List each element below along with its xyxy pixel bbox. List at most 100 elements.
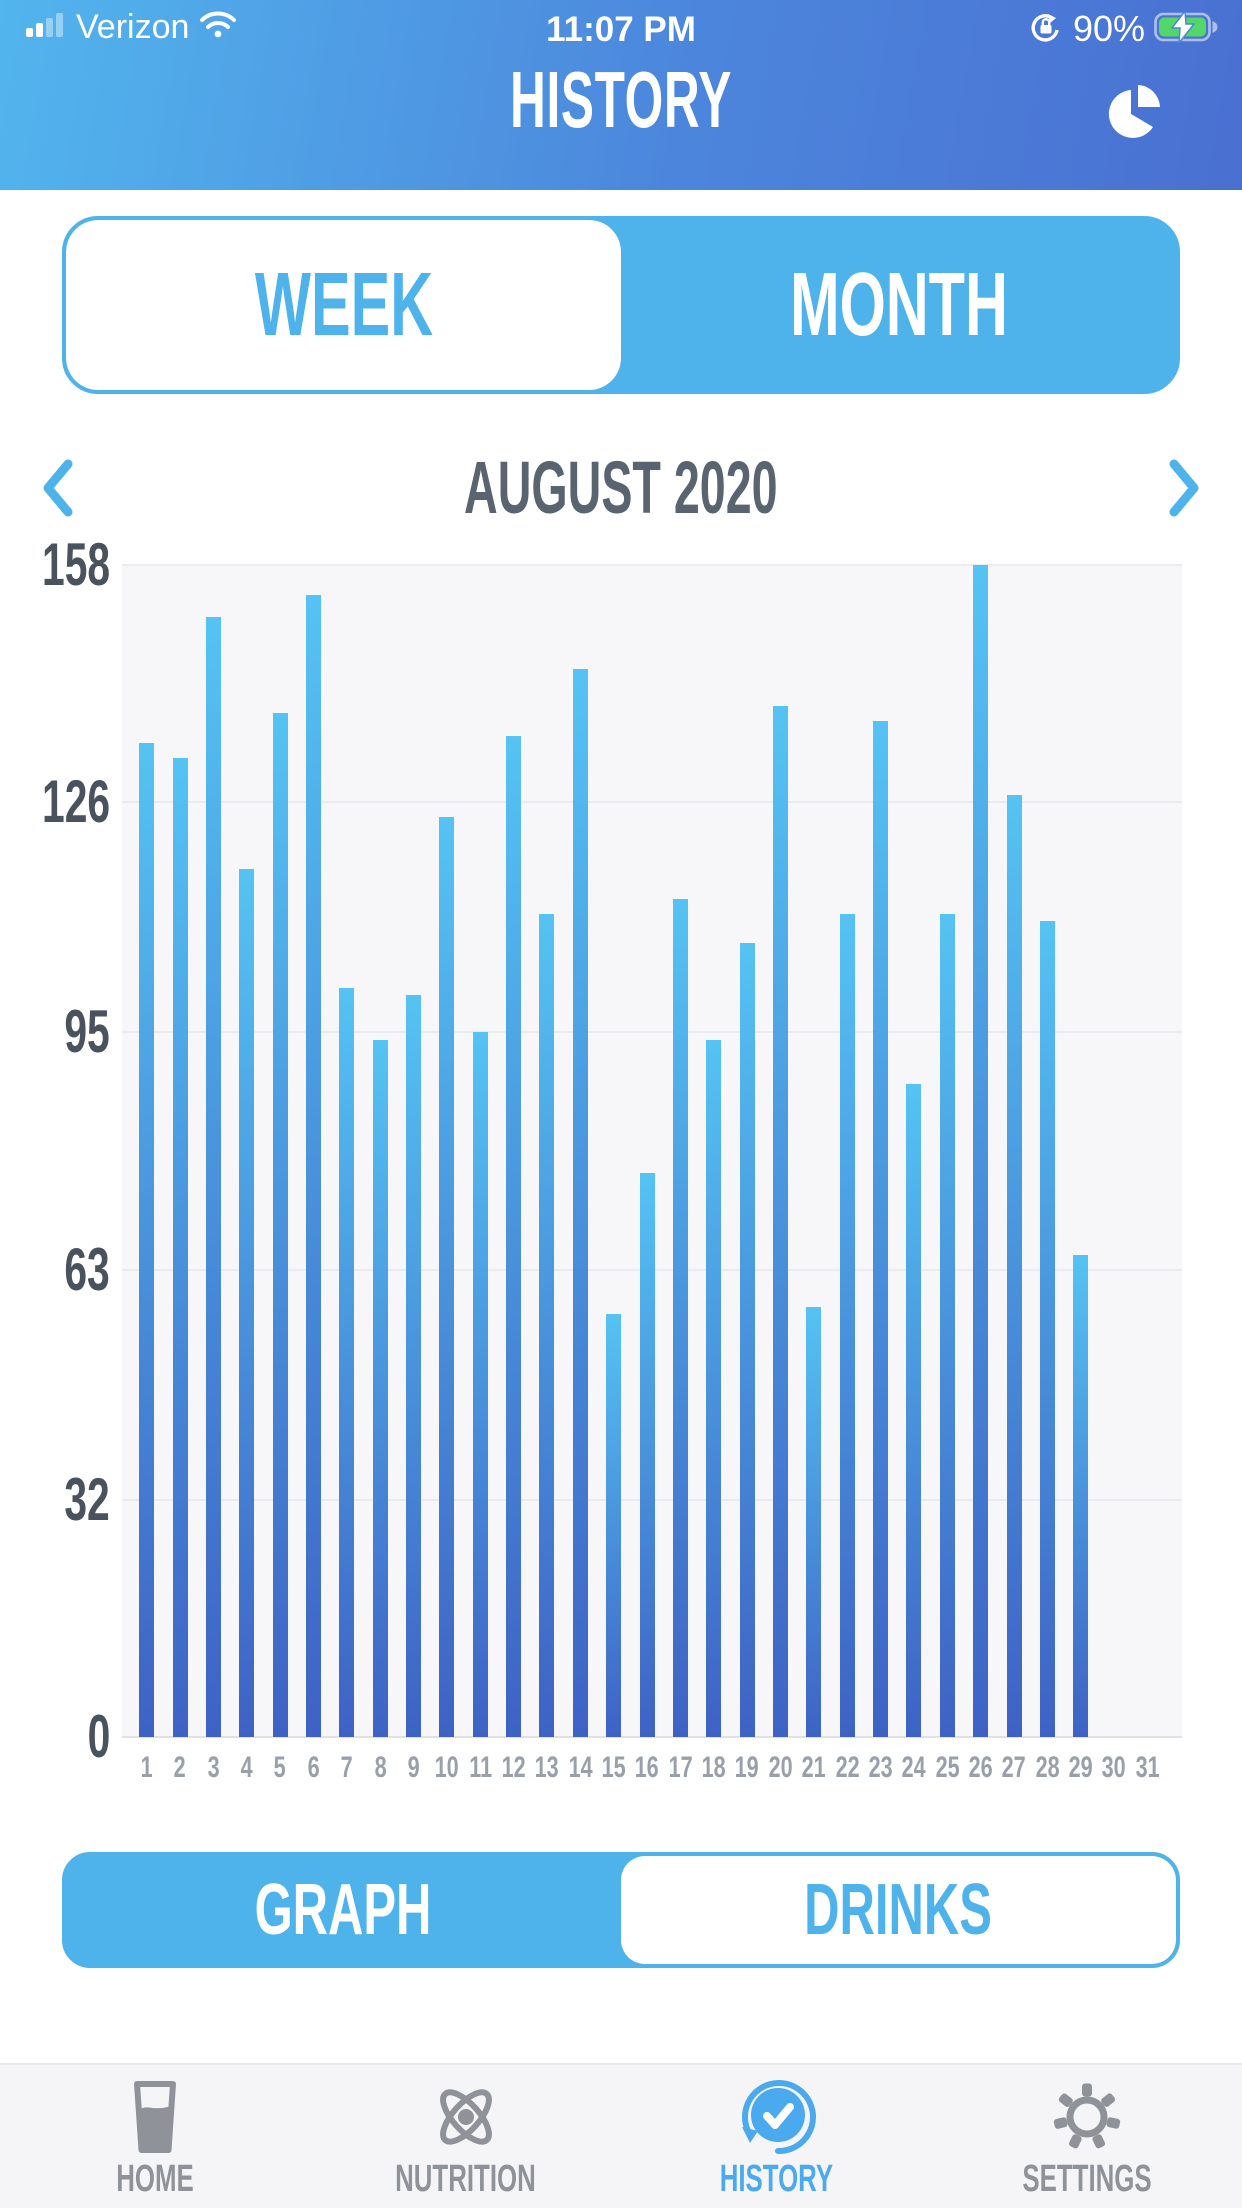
chart-column-23: 23 — [864, 565, 897, 1784]
tab-label: HISTORY — [719, 2158, 833, 2200]
x-tick-label: 13 — [534, 1751, 560, 1784]
chart-column-22: 22 — [831, 565, 864, 1784]
gridline-0 — [122, 1736, 1182, 1738]
chart-column-28: 28 — [1031, 565, 1064, 1784]
month-nav: AUGUST 2020 — [0, 438, 1242, 538]
x-tick-label: 16 — [635, 1751, 660, 1784]
x-tick-label: 18 — [701, 1751, 726, 1784]
x-tick-label: 14 — [568, 1751, 593, 1784]
bar-day-21 — [806, 1306, 822, 1737]
tab-label: NUTRITION — [395, 2158, 537, 2200]
bar-day-6 — [305, 594, 321, 1737]
x-tick-label: 8 — [374, 1751, 387, 1784]
chart-column-18: 18 — [697, 565, 730, 1784]
chevron-right-icon[interactable] — [1152, 456, 1212, 520]
bar-day-19 — [739, 943, 755, 1737]
x-tick-label: 28 — [1035, 1751, 1060, 1784]
tab-label: SETTINGS — [1022, 2158, 1152, 2200]
bar-day-3 — [205, 616, 221, 1737]
x-tick-label: 23 — [868, 1751, 893, 1784]
chart-column-5: 5 — [263, 565, 296, 1784]
month-title: AUGUST 2020 — [464, 446, 778, 529]
tab-history[interactable]: HISTORY — [621, 2065, 932, 2208]
status-bar: Verizon 11:07 PM 90% — [0, 0, 1242, 54]
x-tick-label: 15 — [601, 1751, 626, 1784]
rotation-lock-icon — [1028, 10, 1064, 49]
chart-column-10: 10 — [430, 565, 463, 1784]
bar-day-18 — [706, 1039, 722, 1737]
y-tick-label: 0 — [87, 1703, 110, 1770]
chart-column-25: 25 — [931, 565, 964, 1784]
x-tick-label: 6 — [307, 1751, 320, 1784]
y-axis-labels: 0 32 63 95 126 158 — [10, 535, 110, 1767]
week-tab[interactable]: WEEK — [66, 220, 621, 390]
battery-percent: 90% — [1072, 8, 1145, 49]
tab-settings[interactable]: SETTINGS — [932, 2065, 1242, 2208]
bar-day-10 — [439, 817, 455, 1737]
bar-day-27 — [1006, 794, 1022, 1737]
bar-day-20 — [773, 705, 788, 1737]
carrier-label: Verizon — [76, 8, 190, 46]
chart-column-16: 16 — [630, 565, 663, 1784]
bar-day-9 — [406, 995, 422, 1737]
y-tick-label: 95 — [64, 998, 110, 1066]
bar-day-1 — [139, 743, 155, 1737]
bar-day-15 — [606, 1314, 622, 1737]
chart-column-8: 8 — [364, 565, 397, 1784]
x-tick-label: 21 — [801, 1751, 826, 1784]
bar-day-28 — [1039, 921, 1055, 1737]
bar-day-26 — [973, 565, 989, 1737]
x-tick-label: 11 — [468, 1751, 492, 1784]
graph-tab[interactable]: GRAPH — [66, 1856, 621, 1964]
clock: 11:07 PM — [546, 10, 696, 49]
x-tick-label: 1 — [140, 1751, 153, 1784]
x-tick-label: 20 — [768, 1751, 793, 1784]
chart-column-20: 20 — [764, 565, 797, 1784]
bar-chart: 1 2 3 4 5 6 7 8 9 10 11 12 13 14 15 16 17 18 19 20 21 22 23 24 2… — [122, 564, 1182, 1784]
x-tick-label: 7 — [340, 1751, 353, 1784]
gridline-95 — [122, 1031, 1182, 1034]
tab-label: HOME — [116, 2158, 195, 2200]
tab-nutrition[interactable]: NUTRITION — [311, 2065, 622, 2208]
tab-home[interactable]: HOME — [0, 2065, 311, 2208]
chart-column-15: 15 — [597, 565, 630, 1784]
drinks-tab[interactable]: DRINKS — [621, 1856, 1176, 1964]
bar-day-29 — [1073, 1254, 1089, 1737]
x-tick-label: 9 — [407, 1751, 420, 1784]
pie-chart-icon[interactable] — [1104, 80, 1168, 144]
month-tab[interactable]: MONTH — [621, 220, 1176, 390]
x-tick-label: 17 — [668, 1751, 693, 1784]
chart-column-4: 4 — [230, 565, 263, 1784]
x-tick-label: 4 — [240, 1751, 253, 1784]
y-tick-label: 158 — [41, 531, 110, 598]
glass-icon — [125, 2075, 185, 2159]
x-tick-label: 3 — [207, 1751, 220, 1784]
gear-icon — [1047, 2075, 1127, 2159]
bar-day-25 — [939, 913, 955, 1737]
chart-column-2: 2 — [163, 565, 196, 1784]
tab-bar: HOME NUTRITION HISTORY — [0, 2063, 1242, 2208]
gridline-158 — [122, 564, 1182, 566]
bar-day-8 — [372, 1039, 388, 1737]
view-toggle: GRAPH DRINKS — [62, 1852, 1180, 1968]
chart-column-13: 13 — [530, 565, 563, 1784]
chart-column-29: 29 — [1064, 565, 1097, 1784]
x-tick-label: 22 — [835, 1751, 860, 1784]
chart-column-21: 21 — [797, 565, 830, 1784]
x-tick-label: 25 — [935, 1751, 960, 1784]
x-tick-label: 10 — [434, 1751, 459, 1784]
chart-column-1: 1 — [130, 565, 163, 1784]
chart-column-31: 31 — [1131, 565, 1164, 1784]
bar-day-14 — [572, 668, 588, 1737]
bar-day-2 — [172, 757, 188, 1737]
chart-column-7: 7 — [330, 565, 363, 1784]
chart-column-9: 9 — [397, 565, 430, 1784]
battery-charging-icon — [1154, 8, 1220, 48]
y-tick-label: 126 — [41, 768, 110, 836]
x-tick-label: 29 — [1068, 1751, 1093, 1784]
clock-check-icon — [734, 2075, 818, 2159]
chart-column-6: 6 — [297, 565, 330, 1784]
chevron-left-icon[interactable] — [30, 456, 90, 520]
chart-column-24: 24 — [897, 565, 930, 1784]
chart-column-26: 26 — [964, 565, 997, 1784]
